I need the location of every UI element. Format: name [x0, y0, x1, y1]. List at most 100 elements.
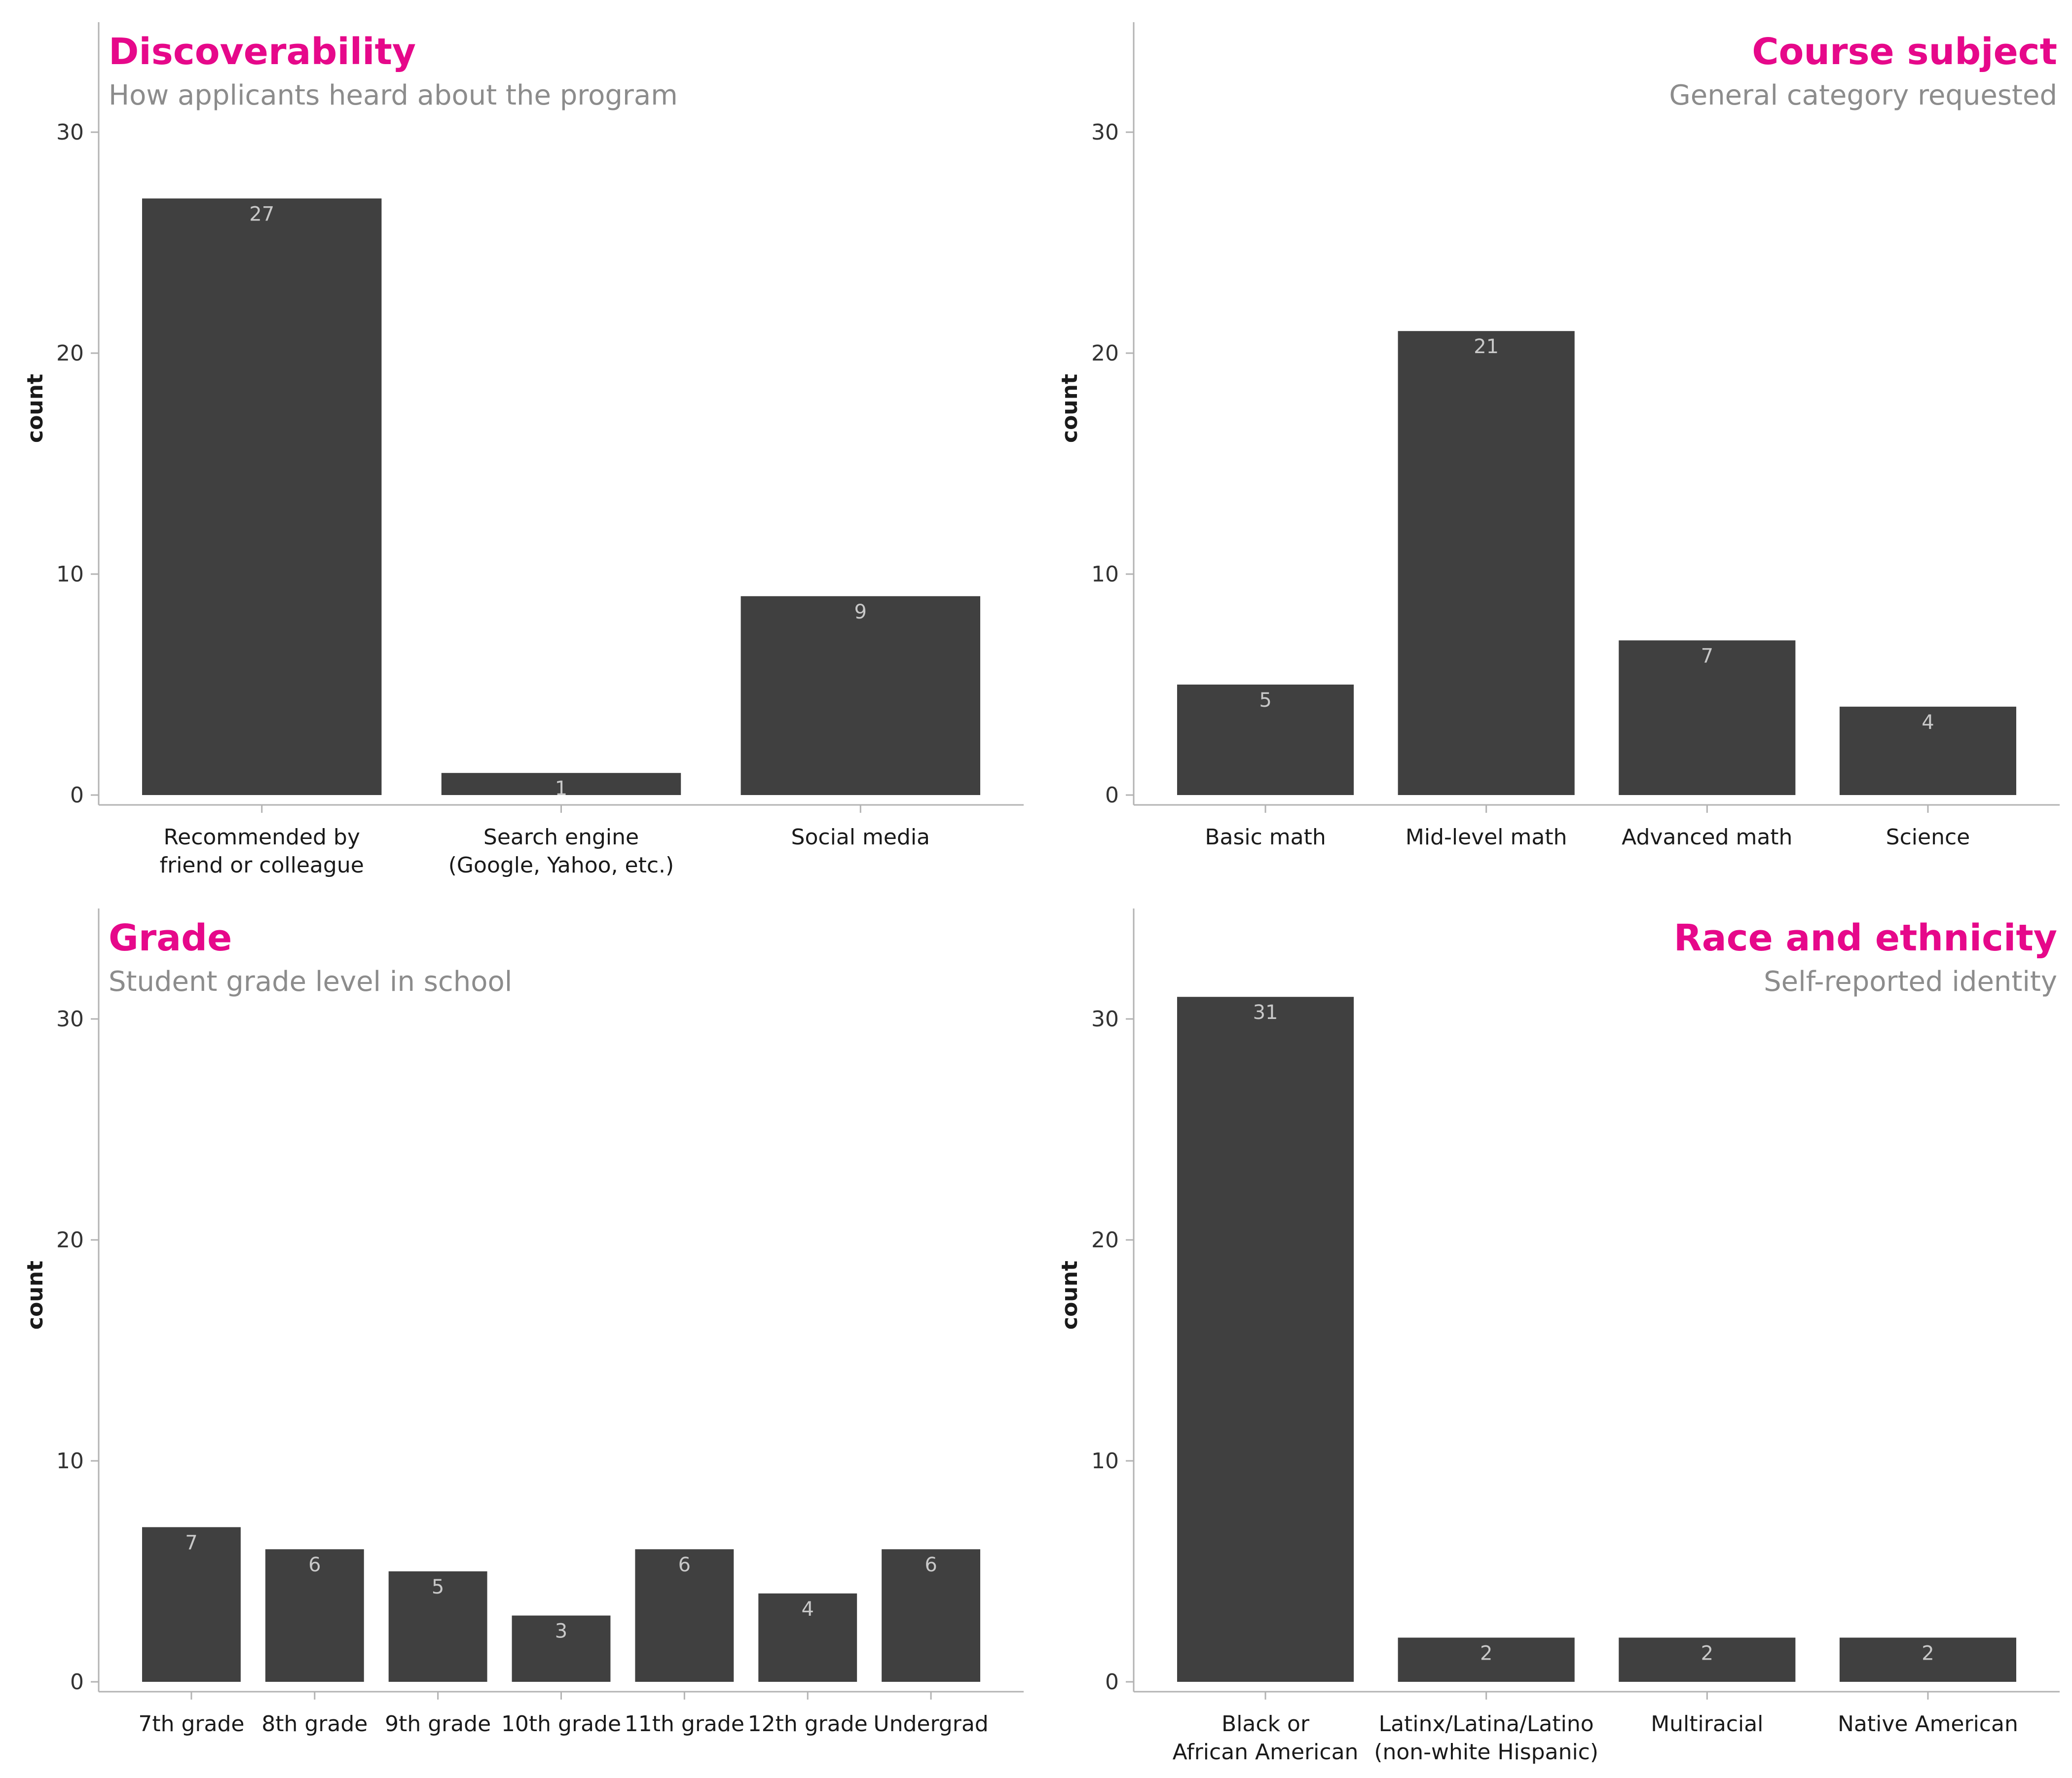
y-tick-label-10: 10 — [56, 562, 84, 587]
data-label-12th-grade: 4 — [801, 1598, 814, 1621]
y-tick-label-30: 30 — [56, 120, 84, 145]
x-tick-label-line: Black or — [1221, 1711, 1310, 1737]
chart-title: Course subject — [1752, 31, 2057, 73]
x-tick-label-line: Mid-level math — [1406, 825, 1567, 850]
x-tick-label-12th-grade: 12th grade — [748, 1711, 868, 1737]
y-tick-label-0: 0 — [1105, 783, 1119, 808]
y-tick-label-20: 20 — [1091, 341, 1119, 366]
x-tick-label-line: Science — [1886, 825, 1970, 850]
data-label-mid-level-math: 21 — [1474, 335, 1499, 358]
data-label-native-american: 2 — [1922, 1642, 1934, 1665]
x-tick-label-line: African American — [1173, 1740, 1359, 1765]
x-tick-label-social-media: Social media — [791, 825, 930, 850]
y-tick-label-0: 0 — [70, 1669, 84, 1695]
chart-title: Grade — [109, 917, 232, 959]
bar-black-or-african-american — [1177, 997, 1354, 1682]
y-axis-label: count — [23, 374, 48, 443]
chart-panel-course-subject: Course subject General category requested… — [1057, 22, 2060, 850]
y-tick-label-0: 0 — [1105, 1669, 1119, 1695]
x-tick-label-9th-grade: 9th grade — [385, 1711, 491, 1737]
x-tick-label-11th-grade: 11th grade — [625, 1711, 744, 1737]
y-tick-label-10: 10 — [56, 1449, 84, 1474]
data-label-10th-grade: 3 — [555, 1620, 567, 1643]
chart-title: Discoverability — [109, 31, 416, 73]
chart-subtitle: How applicants heard about the program — [109, 79, 678, 111]
chart-title: Race and ethnicity — [1674, 917, 2057, 959]
x-tick-label-8th-grade: 8th grade — [261, 1711, 368, 1737]
x-tick-label-line: 7th grade — [138, 1711, 244, 1737]
data-label-advanced-math: 7 — [1701, 645, 1713, 667]
bar-basic-math — [1177, 685, 1354, 795]
bar-9th-grade — [388, 1571, 487, 1682]
x-tick-label-line: Undergrad — [873, 1711, 988, 1737]
chart-subtitle: Self-reported identity — [1764, 966, 2057, 998]
x-tick-label-line: Latinx/Latina/Latino — [1379, 1711, 1594, 1737]
x-tick-label-multiracial: Multiracial — [1651, 1711, 1763, 1737]
x-tick-label-line: 11th grade — [625, 1711, 744, 1737]
data-label-multiracial: 2 — [1701, 1642, 1713, 1665]
x-tick-label-line: 10th grade — [501, 1711, 621, 1737]
data-label-science: 4 — [1922, 711, 1934, 734]
bar-social-media — [740, 596, 980, 795]
data-label-8th-grade: 6 — [308, 1554, 321, 1576]
y-tick-label-10: 10 — [1091, 1449, 1119, 1474]
data-label-7th-grade: 7 — [185, 1531, 197, 1554]
x-tick-label-mid-level-math: Mid-level math — [1406, 825, 1567, 850]
chart-panel-discoverability: Discoverability How applicants heard abou… — [23, 22, 1024, 878]
bar-8th-grade — [265, 1549, 364, 1682]
data-label-undergrad: 6 — [925, 1554, 937, 1576]
bar-search-engine-google-yahoo-etc — [441, 773, 681, 795]
y-tick-label-10: 10 — [1091, 562, 1119, 587]
x-tick-label-line: (Google, Yahoo, etc.) — [448, 853, 674, 878]
bar-mid-level-math — [1398, 331, 1575, 795]
y-axis-label: count — [23, 1261, 48, 1330]
x-tick-label-line: Advanced math — [1622, 825, 1792, 850]
bar-7th-grade — [142, 1527, 241, 1682]
data-label-social-media: 9 — [854, 601, 867, 623]
x-tick-label-line: Recommended by — [164, 825, 360, 850]
x-tick-label-science: Science — [1886, 825, 1970, 850]
data-label-black-or-african-american: 31 — [1253, 1001, 1278, 1024]
x-tick-label-line: Multiracial — [1651, 1711, 1763, 1737]
x-tick-label-search-engine-google-yahoo-etc: Search engine (Google, Yahoo, etc.) — [448, 825, 674, 878]
y-tick-label-20: 20 — [56, 341, 84, 366]
data-label-11th-grade: 6 — [678, 1554, 691, 1576]
data-label-search-engine-google-yahoo-etc: 1 — [555, 777, 567, 800]
bar-recommended-by-friend-or-colleague — [142, 198, 382, 795]
chart-panel-grade: Grade Student grade level in school 0 10 20 3… — [23, 908, 1024, 1737]
y-tick-label-30: 30 — [1091, 1007, 1119, 1032]
y-axis-label: count — [1057, 1261, 1082, 1330]
x-tick-label-line: 9th grade — [385, 1711, 491, 1737]
bar-10th-grade — [512, 1615, 611, 1682]
x-tick-label-black-or-african-american: Black or African American — [1173, 1711, 1359, 1765]
bar-latinx-latina-latino-non-white-hispanic — [1398, 1637, 1575, 1682]
x-tick-label-7th-grade: 7th grade — [138, 1711, 244, 1737]
data-label-basic-math: 5 — [1259, 689, 1271, 712]
x-tick-label-basic-math: Basic math — [1205, 825, 1326, 850]
x-tick-label-undergrad: Undergrad — [873, 1711, 988, 1737]
x-tick-label-line: Search engine — [483, 825, 639, 850]
y-tick-label-20: 20 — [56, 1228, 84, 1253]
x-tick-label-advanced-math: Advanced math — [1622, 825, 1792, 850]
x-tick-label-recommended-by-friend-or-colleague: Recommended by friend or colleague — [160, 825, 364, 878]
x-tick-label-line: Native American — [1838, 1711, 2018, 1737]
x-tick-label-line: 12th grade — [748, 1711, 868, 1737]
y-tick-label-30: 30 — [1091, 120, 1119, 145]
x-tick-label-native-american: Native American — [1838, 1711, 2018, 1737]
x-tick-label-line: Social media — [791, 825, 930, 850]
y-tick-label-30: 30 — [56, 1007, 84, 1032]
data-label-recommended-by-friend-or-colleague: 27 — [249, 203, 274, 225]
bar-11th-grade — [635, 1549, 734, 1682]
y-tick-label-20: 20 — [1091, 1228, 1119, 1253]
bar-science — [1839, 706, 2016, 795]
data-label-9th-grade: 5 — [432, 1576, 444, 1598]
bar-12th-grade — [758, 1593, 857, 1682]
chart-subtitle: Student grade level in school — [109, 966, 512, 998]
y-tick-label-0: 0 — [70, 783, 84, 808]
bar-advanced-math — [1619, 640, 1796, 795]
x-tick-label-line: 8th grade — [261, 1711, 368, 1737]
bar-native-american — [1839, 1637, 2016, 1682]
bar-multiracial — [1619, 1637, 1796, 1682]
x-tick-label-line: friend or colleague — [160, 853, 364, 878]
y-axis-label: count — [1057, 374, 1082, 443]
